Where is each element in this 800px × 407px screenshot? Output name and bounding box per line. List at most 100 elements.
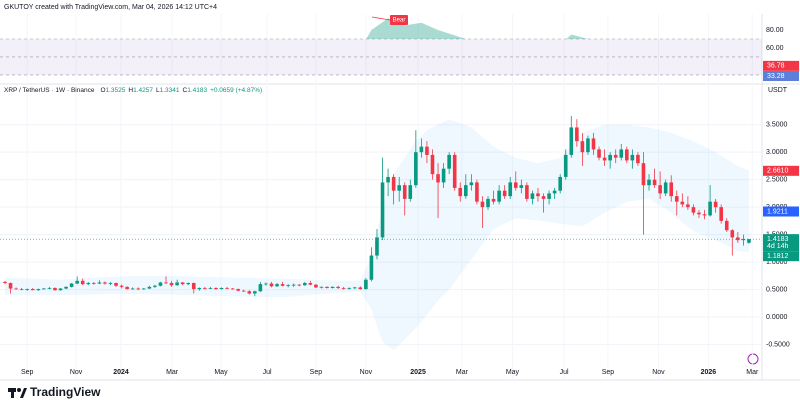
overbought-fill [366, 18, 588, 39]
logo-text: TradingView [30, 385, 101, 399]
candle-body [19, 289, 24, 290]
candle-body [47, 287, 52, 289]
candle-body [153, 285, 157, 287]
candle-body [69, 283, 74, 287]
candle-body [25, 289, 30, 290]
candle-body [480, 201, 485, 208]
x-tick-label: 2024 [113, 369, 129, 376]
candle-body [42, 288, 46, 290]
candle-body [36, 289, 41, 291]
candle-body [141, 288, 146, 290]
rsi-tick-label: 60.00 [766, 45, 784, 52]
band-badge-bg [763, 206, 799, 217]
candle-body [486, 198, 490, 208]
candle-body [86, 283, 91, 285]
candle-body [508, 182, 513, 197]
price-badge-bg [763, 234, 799, 252]
candle-body [280, 284, 285, 286]
price-badge: 1.4183 [767, 236, 789, 243]
candle-body [236, 289, 240, 291]
candle-body [641, 163, 646, 186]
candle-body [730, 230, 735, 238]
candle-body [397, 185, 401, 191]
candle-body [658, 185, 662, 194]
candle-body [569, 127, 574, 155]
candle-body [75, 280, 79, 284]
candle-body [214, 287, 218, 290]
candle-body [8, 283, 13, 289]
candle-body [136, 288, 141, 290]
legend-value: 1.3341 [160, 87, 180, 94]
candle-body [208, 287, 213, 289]
rsi-badge-bg [763, 60, 799, 71]
candle-body [541, 196, 546, 199]
y-tick-label: 3.5000 [766, 122, 788, 129]
y-tick-label: 0.0000 [766, 314, 788, 321]
candle-body [314, 284, 318, 288]
candle-body [186, 283, 191, 285]
candle-body [364, 279, 368, 290]
legend-key: O [100, 87, 105, 94]
overbought-area [366, 18, 588, 39]
candle-body [602, 157, 607, 161]
candle-body [747, 239, 751, 243]
candle-body [92, 283, 96, 284]
candle-body [619, 149, 624, 158]
legend-change: +0.0659 (+4.87%) [210, 87, 262, 94]
candle-body [130, 288, 135, 290]
annotation-bg [390, 15, 408, 25]
candle-body [180, 282, 185, 285]
candle-body [369, 255, 374, 280]
candle-body [525, 185, 529, 199]
y-tick-label: 2.5000 [766, 177, 788, 184]
candle-body [203, 287, 207, 289]
candle-body [391, 176, 396, 191]
candle-body [169, 283, 174, 286]
countdown: 4d 14h [767, 243, 789, 250]
x-tick-label: Jul [560, 369, 569, 376]
candle-body [475, 182, 479, 202]
annotation-line [371, 16, 391, 21]
candle-body [14, 288, 18, 290]
band-badge-bg [763, 165, 799, 176]
candle-body [552, 190, 557, 194]
y-tick-label: 0.5000 [766, 286, 788, 293]
x-tick-label: Jul [263, 369, 272, 376]
candle-body [630, 154, 635, 161]
candle-body [674, 196, 679, 202]
candle-body [414, 152, 418, 186]
x-tick-label: May [214, 369, 228, 376]
candle-body [464, 185, 468, 197]
candle-body [741, 239, 746, 241]
candle-body [247, 291, 252, 294]
candle-body [447, 154, 451, 169]
candle-body [502, 190, 507, 197]
y-tick-label: 1.0000 [766, 259, 788, 266]
x-tick-label: Sep [310, 369, 323, 376]
x-tick-label: Mar [456, 369, 469, 376]
logo [8, 388, 27, 398]
band-badge: 2.6610 [767, 168, 789, 175]
candle-body [175, 282, 179, 286]
candle-body [636, 154, 640, 164]
legend-value: 1.4183 [187, 87, 207, 94]
candle-body [491, 198, 496, 202]
candle-body [3, 281, 7, 284]
rsi-tick-label: 80.00 [766, 27, 784, 34]
candle-body [647, 179, 651, 186]
candle-body [597, 149, 601, 158]
x-tick-label: Sep [21, 369, 34, 376]
candle-body [347, 287, 352, 289]
x-tick-label: Mar [166, 369, 179, 376]
rsi-badge: 36.78 [767, 63, 785, 70]
candle-body [197, 287, 202, 290]
y-tick-label: 3.0000 [766, 149, 788, 156]
candle-body [563, 154, 568, 177]
candle-body [691, 207, 696, 213]
rsi-badge: 33.28 [767, 73, 785, 80]
candle-body [269, 283, 274, 287]
candle-body [258, 284, 263, 292]
candle-body [230, 288, 235, 290]
candle-body [253, 291, 257, 294]
candle-body [425, 146, 429, 155]
